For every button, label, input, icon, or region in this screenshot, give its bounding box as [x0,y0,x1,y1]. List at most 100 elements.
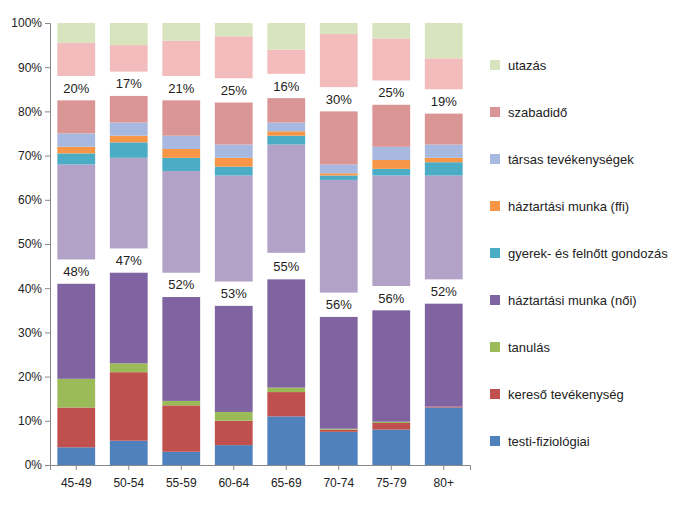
bar-segment [215,175,253,281]
tick-label: 50% [18,237,42,251]
annotation: 16% [273,79,299,94]
tick: 70% [18,149,50,163]
tick-mark [391,465,392,470]
bar-segment [57,153,95,164]
bar-segment [320,293,358,317]
bar-segment [372,310,410,421]
annotation: 25% [378,85,404,100]
bar-segment [57,100,95,133]
tick: 70-74 [323,465,354,490]
bar-segment [267,74,305,98]
bar-segment [372,23,410,38]
series-group [57,23,462,58]
bar-segment [162,273,200,297]
bar-segment [110,142,148,157]
legend-label: kereső tevékenység [508,387,624,402]
bar-segment [267,98,305,122]
bar-segment [215,445,253,465]
annotation: 55% [273,259,299,274]
bar-segment [110,158,148,249]
tick-label: 30% [18,326,42,340]
bar-segment [162,149,200,158]
bar-segment [57,23,95,43]
bar-segment [372,286,410,310]
tick: 80% [18,105,50,119]
bar-segment [425,145,463,158]
legend-label-line: utazás [508,58,547,73]
bar-segment [425,304,463,407]
tick-label: 10% [18,414,42,428]
bar-segment [215,36,253,78]
legend: utazásszabadidőtársas tevékenységekházta… [490,58,668,449]
tick: 80+ [434,465,454,490]
tick: 45-49 [61,465,92,490]
tick: 10% [18,414,50,428]
bar-segment [215,23,253,36]
legend-swatch [490,154,500,164]
legend-swatch [490,201,500,211]
chart-container: 48%47%52%53%55%56%56%52%20%17%21%25%16%3… [0,0,676,508]
legend-label: háztartási munka (ffi) [508,199,629,214]
tick-mark [45,111,50,112]
bar-segment [110,96,148,123]
tick-label: 70% [18,149,42,163]
tick-mark [76,465,77,470]
bar-segment [57,164,95,259]
bar-segment [320,175,358,179]
legend-swatch [490,60,500,70]
bar-segment [57,147,95,154]
annotation: 52% [431,284,457,299]
legend-label: utazás [508,58,547,73]
tick-label: 40% [18,282,42,296]
bar-segment [372,38,410,80]
annotation: 52% [168,277,194,292]
tick-mark [45,244,50,245]
bar-segment [162,23,200,41]
bar-segment [215,78,253,102]
bar-segment [110,363,148,372]
bar-segment [57,76,95,100]
series-group [57,96,462,165]
bar-segment [162,452,200,465]
bar-segment [267,136,305,145]
bar-segment [425,279,463,303]
annotation: 20% [63,81,89,96]
bar-segment [110,136,148,143]
annotation: 17% [116,76,142,91]
legend-label: háztartási munka (női) [508,293,637,308]
bar-segment [320,111,358,164]
bar-segment [215,103,253,145]
bar-segment [162,171,200,273]
tick-label: 60% [18,193,42,207]
bar-segment [57,379,95,408]
tick-label: 75-79 [376,476,407,490]
bar-segment [425,158,463,162]
bar-segment [372,175,410,285]
legend-label: tanulás [508,340,550,355]
tick: 75-79 [376,465,407,490]
tick-label: 0% [25,458,43,472]
bar-segment [267,388,305,392]
tick-mark [45,23,50,24]
bar-segment [215,412,253,421]
bar-segment [162,100,200,135]
bar-segment [372,169,410,176]
bar-segment [372,430,410,465]
tick-label: 100% [11,16,42,30]
annotation: 25% [221,83,247,98]
annotation: 19% [431,94,457,109]
legend-swatch [490,248,500,258]
tick-label: 45-49 [61,476,92,490]
bar-segment [162,41,200,76]
bar-segment [110,45,148,72]
annotation: 21% [168,81,194,96]
tick: 0% [25,458,50,472]
bar-segment [425,114,463,145]
axis-line [45,24,51,466]
legend-swatch [490,436,500,446]
tick-label: 80% [18,105,42,119]
bar-segment [320,430,358,432]
tick-label: 80+ [434,476,454,490]
tick-label: 60-64 [218,476,249,490]
bar-segment [372,423,410,430]
